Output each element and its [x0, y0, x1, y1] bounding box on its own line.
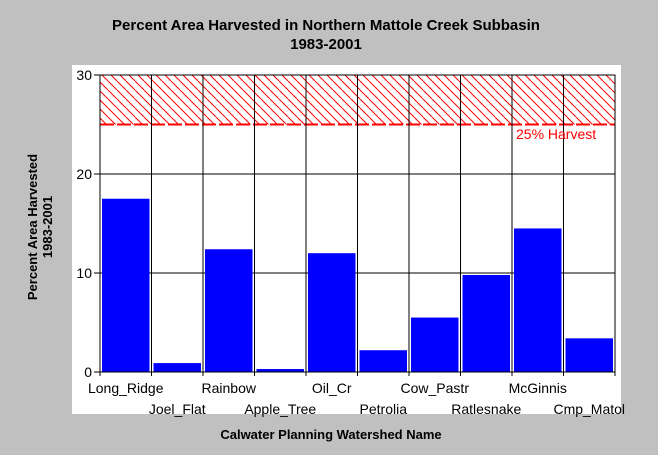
bars — [102, 198, 613, 372]
x-tick-label: McGinnis — [509, 380, 567, 396]
x-tick-label: Cow_Pastr — [401, 380, 470, 396]
y-axis-title: Percent Area Harvested — [25, 154, 40, 300]
bar-cmp-matol — [565, 338, 613, 372]
x-tick-label: Oil_Cr — [312, 380, 352, 396]
bar-mcginnis — [514, 228, 562, 372]
x-axis-title: Calwater Planning Watershed Name — [220, 427, 441, 442]
y-tick-labels: 0 10 20 30 — [76, 67, 92, 380]
x-tick-label: Rainbow — [202, 380, 257, 396]
x-tick-label: Long_Ridge — [88, 380, 164, 396]
bar-apple-tree — [256, 369, 304, 372]
bar-petrolia — [359, 350, 407, 372]
bar-oil-cr — [308, 253, 356, 372]
bar-ratlesnake — [462, 274, 510, 372]
x-tick-label: Petrolia — [360, 401, 408, 417]
x-tick-label: Joel_Flat — [149, 401, 206, 417]
threshold-label: 25% Harvest — [516, 126, 596, 142]
axes — [94, 74, 616, 376]
bar-long-ridge — [102, 198, 150, 372]
y-tick-label: 10 — [76, 265, 92, 281]
bar-rainbow — [205, 249, 253, 372]
y-axis-title-line2: 1983-2001 — [40, 196, 55, 258]
x-tick-labels: Long_Ridge Joel_Flat Rainbow Apple_Tree Oil_… — [88, 380, 625, 417]
x-tick-label: Apple_Tree — [244, 401, 316, 417]
chart-title: Percent Area Harvested in Northern Matto… — [112, 17, 540, 34]
y-tick-label: 0 — [84, 364, 92, 380]
bar-joel-flat — [153, 363, 201, 372]
x-tick-label: Cmp_Matol — [553, 401, 625, 417]
x-tick-label: Ratlesnake — [451, 401, 521, 417]
chart-subtitle: 1983-2001 — [290, 36, 362, 53]
y-tick-label: 30 — [76, 67, 92, 83]
bar-cow-pastr — [411, 317, 459, 372]
y-tick-label: 20 — [76, 166, 92, 182]
